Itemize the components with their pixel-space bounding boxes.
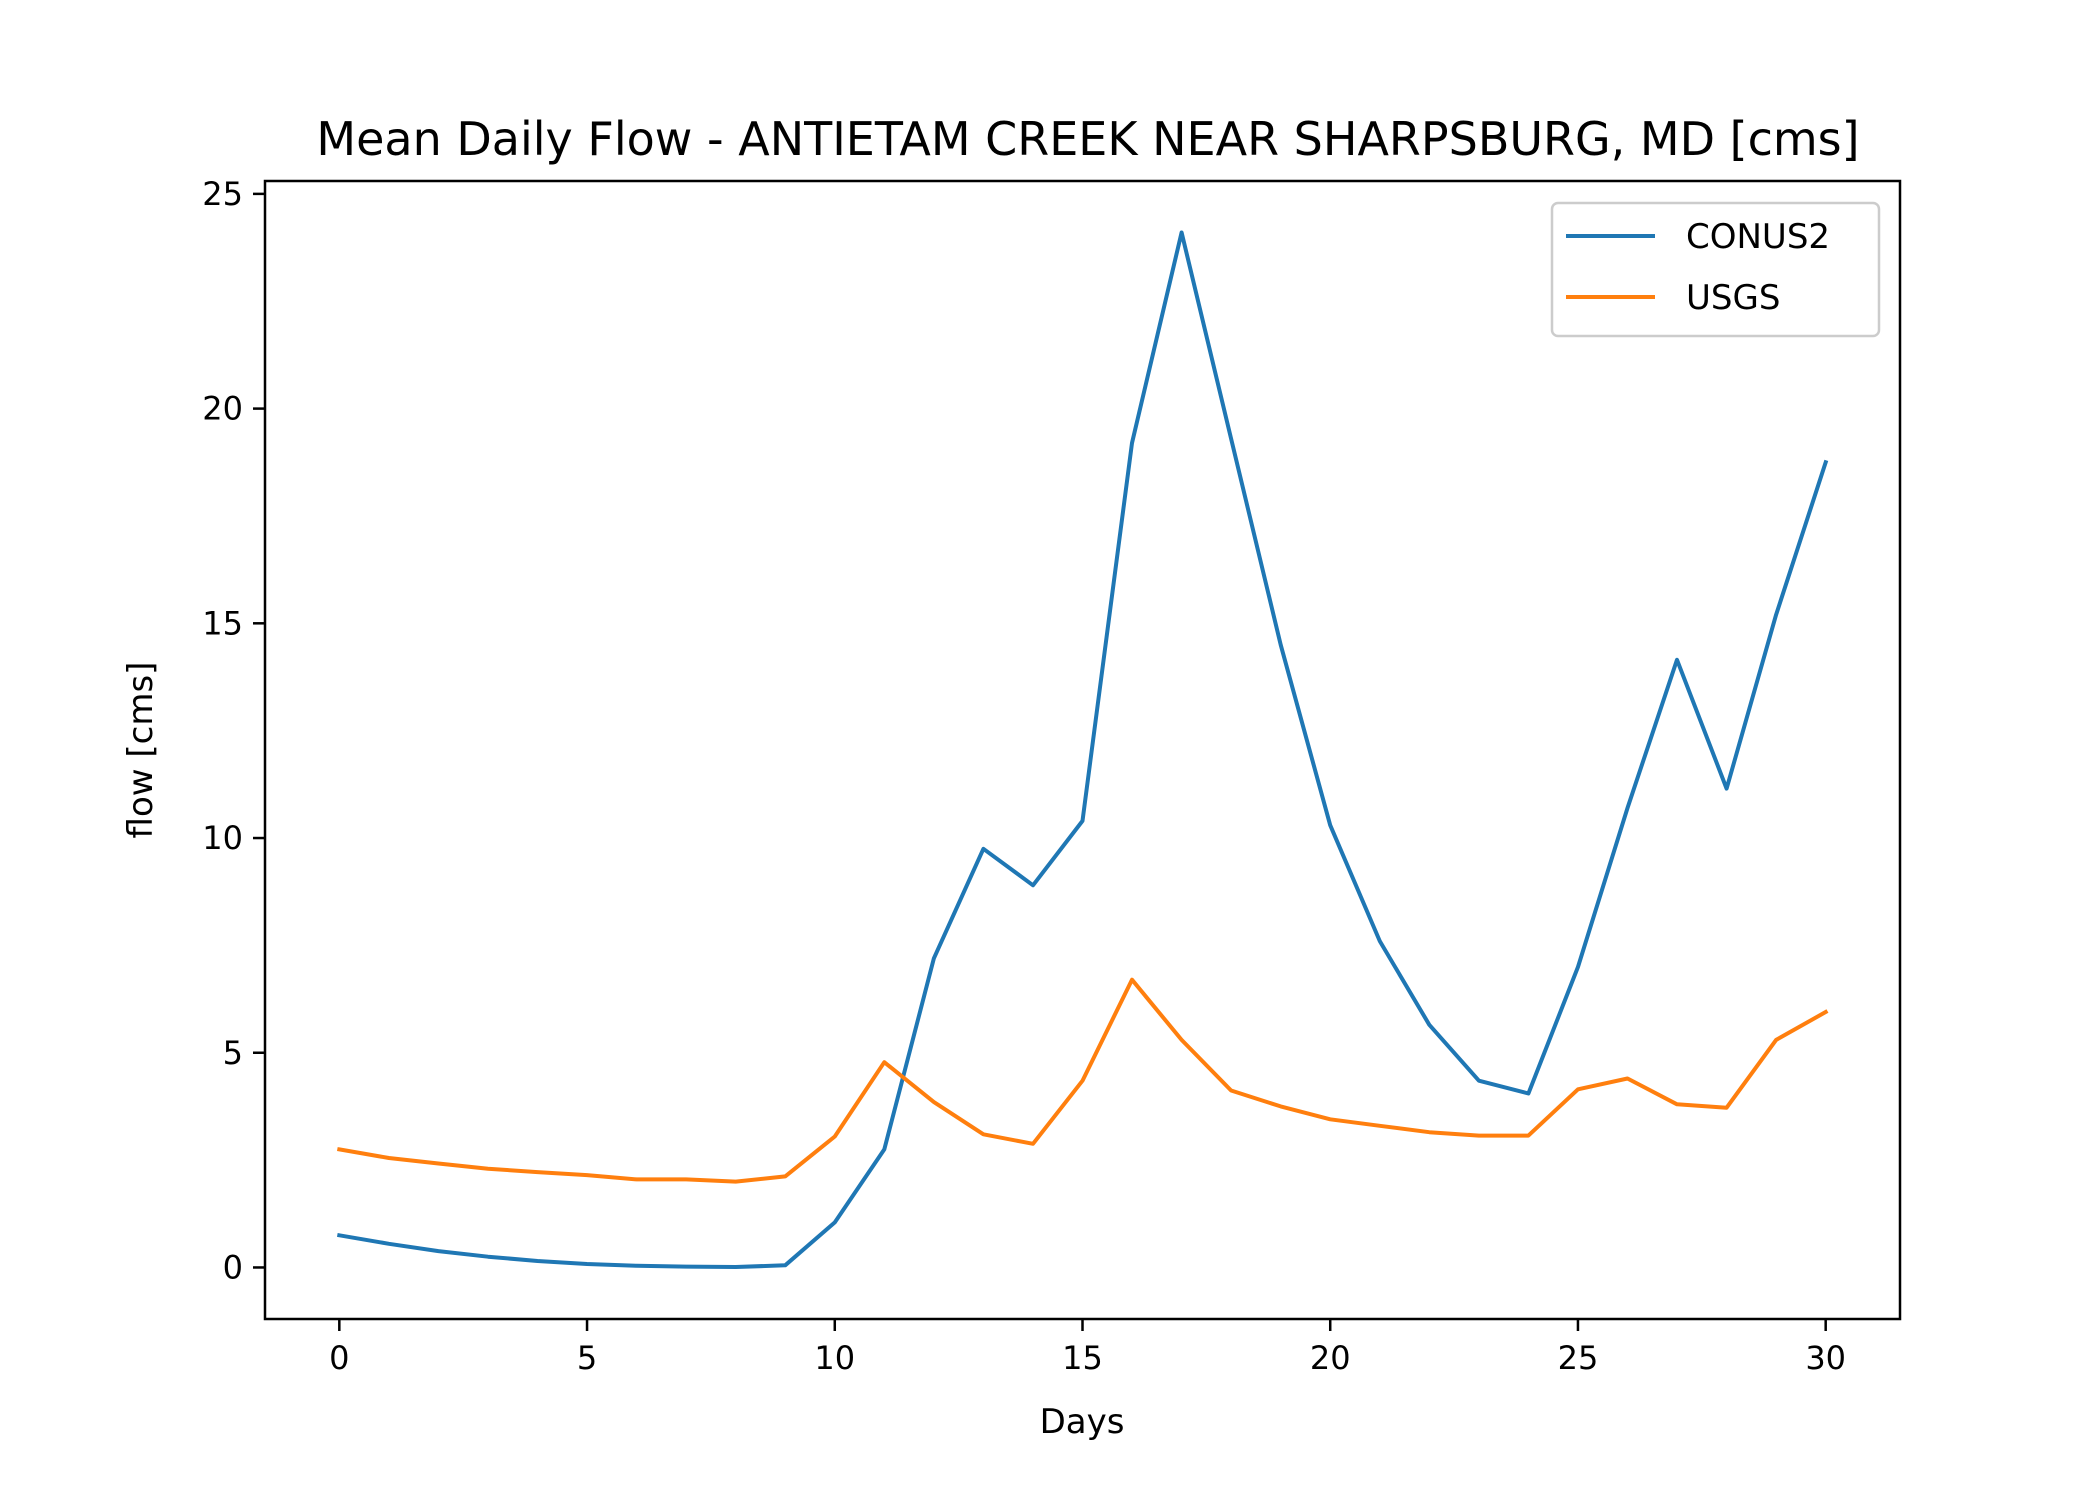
y-axis-label: flow [cms] bbox=[121, 662, 161, 839]
chart-title: Mean Daily Flow - ANTIETAM CREEK NEAR SH… bbox=[316, 112, 1859, 166]
legend-label-conus2: CONUS2 bbox=[1686, 217, 1830, 257]
x-tick-label: 0 bbox=[329, 1339, 349, 1377]
x-tick-label: 5 bbox=[577, 1339, 597, 1377]
x-axis-ticks: 0 5 10 15 20 25 30 bbox=[329, 1319, 1846, 1377]
legend-label-usgs: USGS bbox=[1686, 278, 1780, 318]
y-tick-label: 15 bbox=[202, 604, 243, 642]
legend: CONUS2 USGS bbox=[1550, 201, 1881, 338]
x-axis-label: Days bbox=[1040, 1402, 1125, 1442]
y-tick-label: 20 bbox=[202, 390, 243, 428]
x-tick-label: 25 bbox=[1558, 1339, 1599, 1377]
plot-lines bbox=[336, 230, 1829, 1269]
y-axis-ticks: 0 5 10 15 20 25 bbox=[202, 175, 265, 1286]
y-tick-label: 25 bbox=[202, 175, 243, 213]
x-tick-label: 30 bbox=[1805, 1339, 1846, 1377]
y-tick-label: 0 bbox=[223, 1248, 243, 1286]
plot-area-frame bbox=[263, 179, 1902, 1321]
series-line-conus2 bbox=[336, 230, 1829, 1269]
x-tick-label: 20 bbox=[1310, 1339, 1351, 1377]
y-tick-label: 5 bbox=[223, 1034, 243, 1072]
x-tick-label: 10 bbox=[814, 1339, 855, 1377]
y-tick-label: 10 bbox=[202, 819, 243, 857]
series-line-usgs bbox=[336, 977, 1829, 1184]
x-tick-label: 15 bbox=[1062, 1339, 1103, 1377]
